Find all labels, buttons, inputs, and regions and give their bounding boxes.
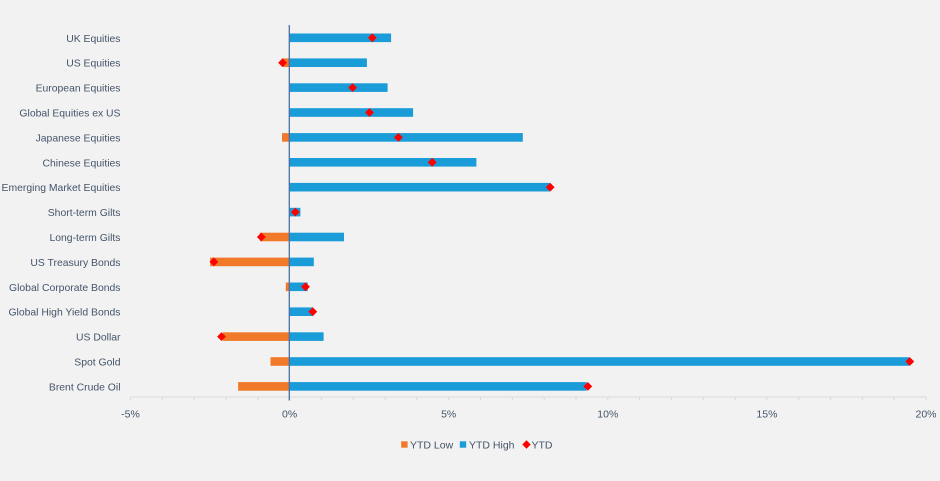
svg-text:YTD: YTD — [532, 440, 553, 452]
svg-text:Brent Crude Oil: Brent Crude Oil — [49, 382, 121, 393]
svg-text:15%: 15% — [756, 409, 777, 421]
svg-text:Global High Yield Bonds: Global High Yield Bonds — [8, 308, 120, 319]
svg-text:5%: 5% — [441, 409, 456, 421]
svg-text:Long-term Gilts: Long-term Gilts — [49, 233, 120, 244]
svg-text:Japanese Equities: Japanese Equities — [36, 133, 121, 144]
svg-text:US Treasury Bonds: US Treasury Bonds — [30, 258, 120, 269]
svg-text:YTD High: YTD High — [469, 440, 515, 452]
svg-text:Global Equities ex US: Global Equities ex US — [19, 109, 120, 120]
svg-text:US Dollar: US Dollar — [76, 333, 121, 344]
svg-text:Chinese Equities: Chinese Equities — [43, 158, 121, 169]
svg-text:0%: 0% — [282, 409, 297, 421]
svg-text:European Equities: European Equities — [36, 84, 121, 95]
svg-text:Global Corporate Bonds: Global Corporate Bonds — [9, 283, 120, 294]
svg-text:US Equities: US Equities — [66, 59, 120, 70]
svg-text:Emerging Market Equities: Emerging Market Equities — [2, 183, 121, 194]
svg-text:Spot Gold: Spot Gold — [74, 358, 120, 369]
svg-text:Short-term Gilts: Short-term Gilts — [48, 208, 121, 219]
svg-text:-5%: -5% — [121, 409, 140, 421]
svg-text:UK Equities: UK Equities — [66, 34, 120, 45]
svg-text:10%: 10% — [597, 409, 618, 421]
svg-text:20%: 20% — [915, 409, 936, 421]
svg-text:YTD Low: YTD Low — [410, 440, 454, 452]
